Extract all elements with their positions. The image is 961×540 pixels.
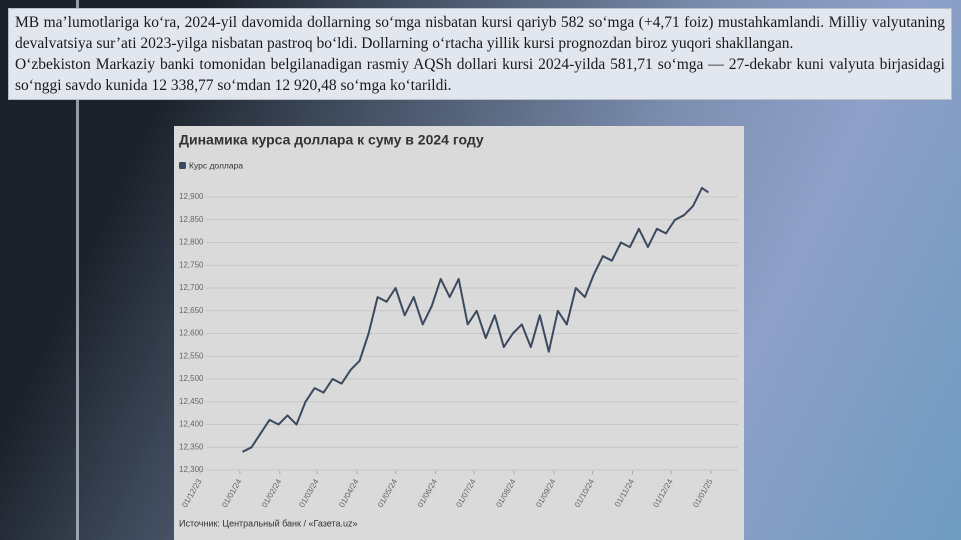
paragraph: MB ma’lumotlariga ko‘ra, 2024-yil davomi… xyxy=(15,14,945,52)
y-tick-label: 12,500 xyxy=(179,374,204,383)
chart-title: Динамика курса доллара к суму в 2024 год… xyxy=(179,132,484,148)
y-tick-label: 12,800 xyxy=(179,238,204,247)
text-box: MB ma’lumotlariga ko‘ra, 2024-yil davomi… xyxy=(8,8,952,100)
paragraph: O‘zbekiston Markaziy banki tomonidan bel… xyxy=(15,56,945,94)
y-tick-label: 12,450 xyxy=(179,397,204,406)
chart: Динамика курса доллара к суму в 2024 год… xyxy=(174,126,744,540)
legend-label: Курс доллара xyxy=(189,160,243,170)
y-tick-label: 12,600 xyxy=(179,329,204,338)
decor-stripe xyxy=(76,0,79,540)
y-tick-label: 12,650 xyxy=(179,306,204,315)
line-series xyxy=(242,186,709,453)
y-tick-label: 12,300 xyxy=(179,465,204,474)
y-tick-label: 12,900 xyxy=(179,192,204,201)
y-tick-label: 12,350 xyxy=(179,442,204,451)
y-tick-label: 12,400 xyxy=(179,420,204,429)
y-tick-label: 12,750 xyxy=(179,260,204,269)
chart-source: Источник: Центральный банк / «Газета.uz» xyxy=(179,518,358,528)
y-tick-label: 12,700 xyxy=(179,283,204,292)
y-tick-label: 12,550 xyxy=(179,351,204,360)
legend-swatch xyxy=(179,162,186,169)
y-tick-label: 12,850 xyxy=(179,215,204,224)
